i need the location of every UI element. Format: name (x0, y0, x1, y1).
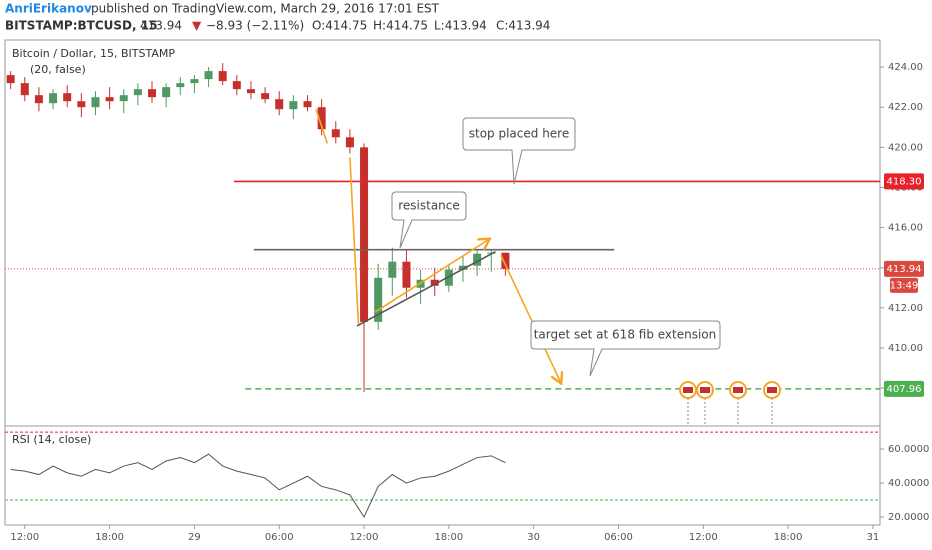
x-tick-label: 18:00 (434, 532, 463, 543)
callout (391, 191, 467, 249)
drawing-line (500, 255, 560, 382)
candle-body (331, 129, 340, 138)
annotation: stop placed here (469, 127, 570, 141)
price-badge-label: 418.30 (887, 176, 922, 187)
y-tick-label: 422.00 (888, 102, 923, 113)
low: L:413.94 (434, 19, 487, 33)
x-tick-label: 12:00 (689, 532, 718, 543)
candle-body (317, 107, 326, 130)
candle-body (232, 81, 241, 90)
price-badge-label: 407.96 (887, 384, 922, 395)
candle-body (388, 261, 397, 278)
countdown: 13:49 (890, 280, 919, 291)
candle-body (275, 99, 284, 110)
price-badge (884, 260, 924, 277)
countdown-badge (890, 277, 918, 293)
change-arrow: ▼ (192, 19, 202, 33)
event-flag[interactable] (729, 381, 747, 425)
candle-body (345, 137, 354, 148)
close: C:413.94 (496, 19, 550, 33)
candle-body (289, 101, 298, 110)
event-flags (679, 381, 781, 425)
x-tick-label: 18:00 (95, 532, 124, 543)
x-tick-label: 18:00 (774, 532, 803, 543)
candle-body (77, 101, 86, 108)
rsi-line (10, 453, 506, 519)
candle-body (374, 277, 383, 322)
y-tick-label: 412.00 (888, 303, 923, 314)
author[interactable]: AnriErikanov (5, 2, 92, 16)
candle-body (63, 93, 72, 102)
event-flag[interactable] (763, 381, 781, 425)
open: O:414.75 (312, 19, 367, 33)
drawing-line (315, 108, 329, 144)
y-tick-label: 20.0000 (888, 512, 929, 523)
callout (530, 320, 721, 377)
candle-body (501, 252, 510, 269)
drawing-line (349, 157, 360, 324)
y-tick-label: 60.0000 (888, 444, 929, 455)
candle-body (261, 93, 270, 100)
candle-body (6, 75, 15, 84)
x-tick-label: 06:00 (265, 532, 294, 543)
callout (462, 117, 576, 185)
x-tick-label: 12:00 (350, 532, 379, 543)
pane-border (4, 39, 881, 526)
y-tick-label: 420.00 (888, 142, 923, 153)
candle-body (105, 97, 114, 102)
candle-body (176, 83, 185, 88)
x-tick-label: 29 (188, 532, 201, 543)
candle-body (162, 87, 171, 98)
x-tick-label: 12:00 (10, 532, 39, 543)
candle-body (218, 71, 227, 82)
candle-body (473, 253, 482, 266)
candle-body (458, 265, 467, 270)
x-tick-label: 06:00 (604, 532, 633, 543)
change: −8.93 (−2.11%) (206, 19, 304, 33)
published: published on TradingView.com, March 29, … (91, 2, 440, 16)
candle-body (360, 147, 369, 322)
y-tick-label: 424.00 (888, 62, 923, 73)
indicator-params: (20, false) (30, 63, 86, 76)
candle-body (303, 101, 312, 108)
rsi-title: RSI (14, close) (12, 433, 91, 446)
candle-body (91, 97, 100, 108)
candle-body (119, 95, 128, 102)
candle-body (148, 89, 157, 98)
candle-body (246, 89, 255, 94)
price-badge (884, 380, 924, 397)
candle-body (190, 79, 199, 84)
annotations: stop placed here resistance target set a… (391, 117, 721, 377)
candle-body (34, 95, 43, 104)
y-tick-label: 416.00 (888, 223, 923, 234)
candle-body (20, 83, 29, 96)
candle-body (402, 261, 411, 288)
y-tick-label: 410.00 (888, 343, 923, 354)
candle-body (430, 279, 439, 286)
high: H:414.75 (373, 19, 428, 33)
event-flag[interactable] (679, 381, 697, 425)
annotation: target set at 618 fib extension (534, 328, 717, 342)
symbol: BITSTAMP:BTCUSD, 15 (5, 19, 157, 33)
drawing-line (374, 240, 488, 313)
candle-body (49, 93, 58, 104)
x-tick-label: 30 (527, 532, 540, 543)
y-tick-label: 40.0000 (888, 478, 929, 489)
candle-body (444, 269, 453, 286)
last-price: 413.94 (140, 19, 182, 33)
candle-body (204, 71, 213, 80)
annotation: resistance (398, 199, 460, 213)
drawing-line (356, 250, 496, 327)
event-flag[interactable] (696, 381, 714, 425)
price-badge (884, 173, 924, 190)
candle-body (133, 89, 142, 96)
main-title: Bitcoin / Dollar, 15, BITSTAMP (12, 47, 175, 60)
price-badge-label: 413.94 (887, 264, 922, 275)
x-tick-label: 31 (867, 532, 880, 543)
